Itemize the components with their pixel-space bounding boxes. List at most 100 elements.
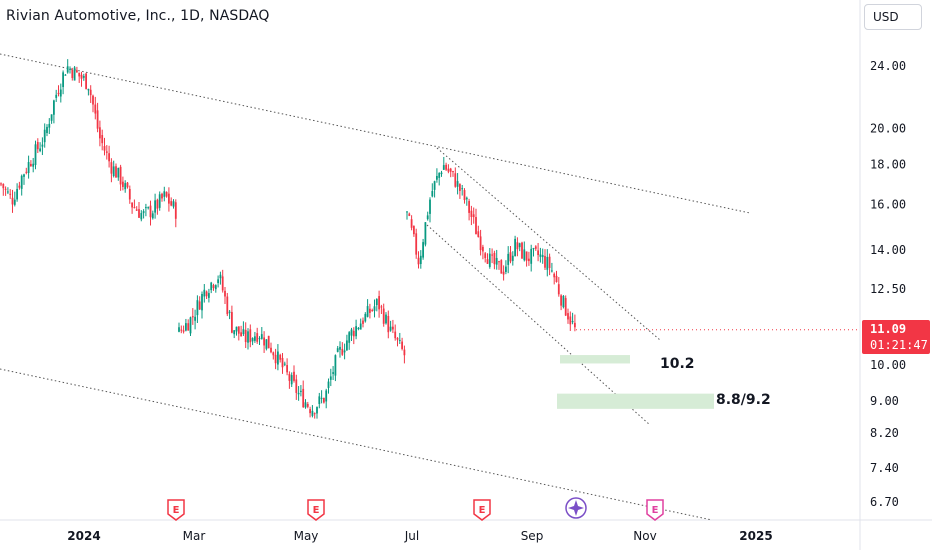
- candle-body: [154, 200, 156, 213]
- candle-body: [295, 379, 298, 393]
- candle-body: [482, 246, 484, 252]
- candle-body: [115, 166, 117, 178]
- candle-body: [39, 148, 41, 152]
- candle-body: [126, 182, 129, 188]
- candle-body: [502, 271, 505, 275]
- target-zone[interactable]: [560, 355, 630, 364]
- chart-title: Rivian Automotive, Inc., 1D, NASDAQ: [6, 8, 270, 24]
- candle-body: [436, 175, 438, 180]
- earnings-event-icon[interactable]: [646, 499, 664, 521]
- candle-body: [119, 166, 122, 185]
- candle-body: [385, 314, 387, 324]
- candle-body: [574, 322, 576, 328]
- candle-body: [557, 284, 560, 295]
- candle-body: [163, 191, 166, 197]
- candle-body: [214, 285, 217, 290]
- candle-body: [272, 352, 275, 356]
- candle-body: [571, 320, 574, 323]
- candle-body: [20, 175, 23, 189]
- candle-body: [313, 413, 316, 415]
- earnings-event-label: E: [652, 505, 659, 516]
- candle-body: [156, 199, 159, 209]
- candle-body: [406, 211, 408, 213]
- candle-body: [270, 347, 272, 353]
- candle-body: [128, 188, 131, 200]
- earnings-event-icon[interactable]: [473, 499, 491, 521]
- candle-body: [413, 226, 415, 235]
- candle-body: [309, 409, 311, 414]
- earnings-event-icon[interactable]: [167, 499, 185, 521]
- candle-body: [477, 231, 480, 237]
- candle-body: [528, 258, 530, 262]
- candle-body: [254, 336, 256, 341]
- candle-body: [518, 243, 521, 248]
- candle-body: [426, 215, 429, 220]
- currency-button[interactable]: USD: [864, 4, 922, 30]
- candle-body: [133, 207, 136, 209]
- y-tick-label: 9.00: [870, 394, 899, 408]
- target-label-2: 8.8/9.2: [716, 392, 771, 408]
- earnings-event-icon[interactable]: [307, 499, 325, 521]
- candle-body: [440, 172, 443, 175]
- candle-body: [258, 338, 261, 340]
- candle-body: [433, 181, 436, 190]
- candle-body: [158, 194, 161, 208]
- candle-body: [30, 163, 32, 167]
- candle-body: [417, 257, 420, 265]
- candle-body: [165, 192, 168, 197]
- candle-body: [92, 95, 94, 105]
- candle-body: [484, 253, 487, 259]
- candle-body: [392, 326, 394, 330]
- candle-body: [525, 251, 528, 261]
- target-label-1: 10.2: [660, 356, 695, 372]
- candle-body: [394, 331, 397, 339]
- candle-body: [4, 188, 7, 190]
- candle-body: [142, 211, 145, 214]
- candle-body: [16, 188, 18, 200]
- candle-body: [415, 233, 418, 255]
- candle-body: [122, 181, 124, 187]
- candle-body: [541, 255, 544, 258]
- candle-body: [366, 306, 369, 317]
- candle-body: [511, 255, 514, 261]
- candle-body: [431, 191, 434, 197]
- candle-body: [196, 300, 199, 316]
- trendline[interactable]: [0, 368, 713, 521]
- candle-body: [210, 282, 213, 291]
- candle-body: [64, 74, 67, 76]
- bar-countdown: 01:21:47: [870, 338, 928, 352]
- candle-body: [452, 171, 454, 173]
- candle-body: [551, 270, 553, 272]
- candle-body: [327, 381, 330, 388]
- candle-body: [105, 151, 108, 153]
- last-price-tag: 11.09 01:21:47: [862, 320, 930, 354]
- y-tick-label: 20.00: [870, 121, 906, 135]
- candle-body: [445, 164, 447, 170]
- candle-body: [185, 323, 187, 331]
- candle-body: [138, 209, 140, 218]
- candle-body: [145, 207, 147, 209]
- x-tick-label: Sep: [521, 529, 544, 543]
- candle-body: [302, 388, 305, 408]
- candle-body: [283, 363, 286, 365]
- candle-body: [491, 254, 493, 256]
- candle-body: [362, 320, 364, 324]
- candle-body: [311, 410, 314, 416]
- candle-body: [447, 168, 450, 172]
- candle-body: [27, 162, 30, 173]
- candle-body: [82, 76, 85, 78]
- candle-body: [339, 346, 341, 350]
- trendline[interactable]: [0, 53, 751, 214]
- candle-body: [449, 168, 452, 172]
- candle-body: [548, 256, 551, 268]
- candle-body: [403, 349, 406, 356]
- candle-body: [505, 266, 507, 272]
- candle-body: [369, 308, 371, 313]
- trendline[interactable]: [436, 147, 661, 341]
- target-zone[interactable]: [557, 393, 714, 409]
- candle-body: [468, 201, 470, 213]
- candle-body: [174, 202, 177, 219]
- candle-body: [521, 242, 523, 259]
- candle-body: [281, 357, 284, 368]
